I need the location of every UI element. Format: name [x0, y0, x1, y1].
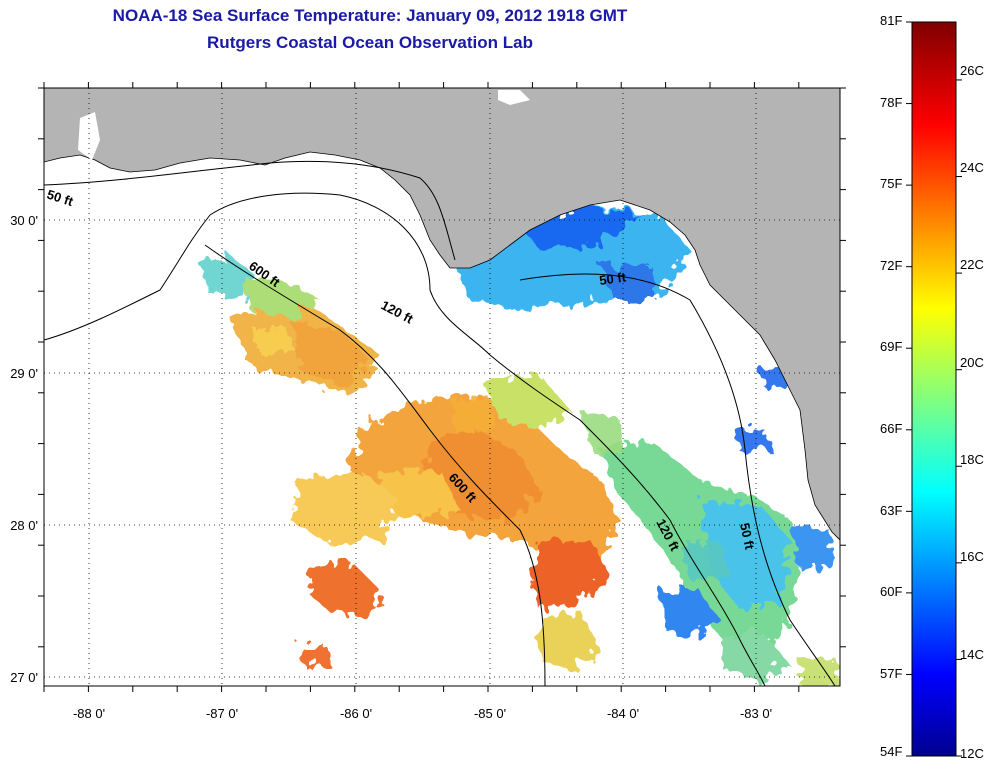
- x-tick-label: -86 0': [340, 706, 372, 721]
- colorbar-label-c: 26C: [960, 63, 984, 78]
- colorbar-label-c: 20C: [960, 355, 984, 370]
- map-subtitle: Rutgers Coastal Ocean Observation Lab: [207, 33, 533, 52]
- colorbar: [911, 21, 957, 757]
- colorbar-label-c: 14C: [960, 647, 984, 662]
- colorbar-label-c: 12C: [960, 746, 984, 761]
- y-tick-label: 27 0': [10, 670, 38, 685]
- y-tick-label: 29 0': [10, 366, 38, 381]
- colorbar-ticks: [906, 21, 962, 757]
- colorbar-label-f: 78F: [880, 95, 903, 110]
- colorbar-label-f: 72F: [880, 258, 903, 273]
- x-tick-label: -83 0': [740, 706, 772, 721]
- colorbar-label-f: 81F: [880, 13, 903, 28]
- x-tick-label: -88 0': [73, 706, 105, 721]
- tick-marks: [38, 82, 846, 692]
- plot-frame: [43, 87, 841, 687]
- sst-data-layer: [200, 205, 840, 686]
- x-tick-label: -87 0': [206, 706, 238, 721]
- x-tick-label: -84 0': [607, 706, 639, 721]
- colorbar-label-f: 60F: [880, 584, 903, 599]
- colorbar-label-f: 57F: [880, 666, 903, 681]
- contour-label-50ft: 50 ft: [598, 269, 627, 288]
- y-tick-label: 30 0': [10, 213, 38, 228]
- colorbar-label-c: 24C: [960, 160, 984, 175]
- colorbar-label-c: 16C: [960, 549, 984, 564]
- colorbar-label-f: 75F: [880, 176, 903, 191]
- colorbar-label-f: 66F: [880, 421, 903, 436]
- cloud-speck: [498, 90, 530, 105]
- x-tick-label: -85 0': [474, 706, 506, 721]
- contour-label-50ft: 50 ft: [737, 522, 757, 552]
- colorbar-label-f: 69F: [880, 339, 903, 354]
- bathymetry-contours: [44, 160, 836, 686]
- colorbar-label-f: 63F: [880, 503, 903, 518]
- coastal-bay: [78, 112, 100, 160]
- y-tick-label: 28 0': [10, 518, 38, 533]
- map-title: NOAA-18 Sea Surface Temperature: January…: [112, 6, 628, 25]
- colorbar-label-c: 22C: [960, 257, 984, 272]
- colorbar-label-f: 54F: [880, 744, 903, 759]
- colorbar-label-c: 18C: [960, 452, 984, 467]
- land-mass: [44, 88, 840, 541]
